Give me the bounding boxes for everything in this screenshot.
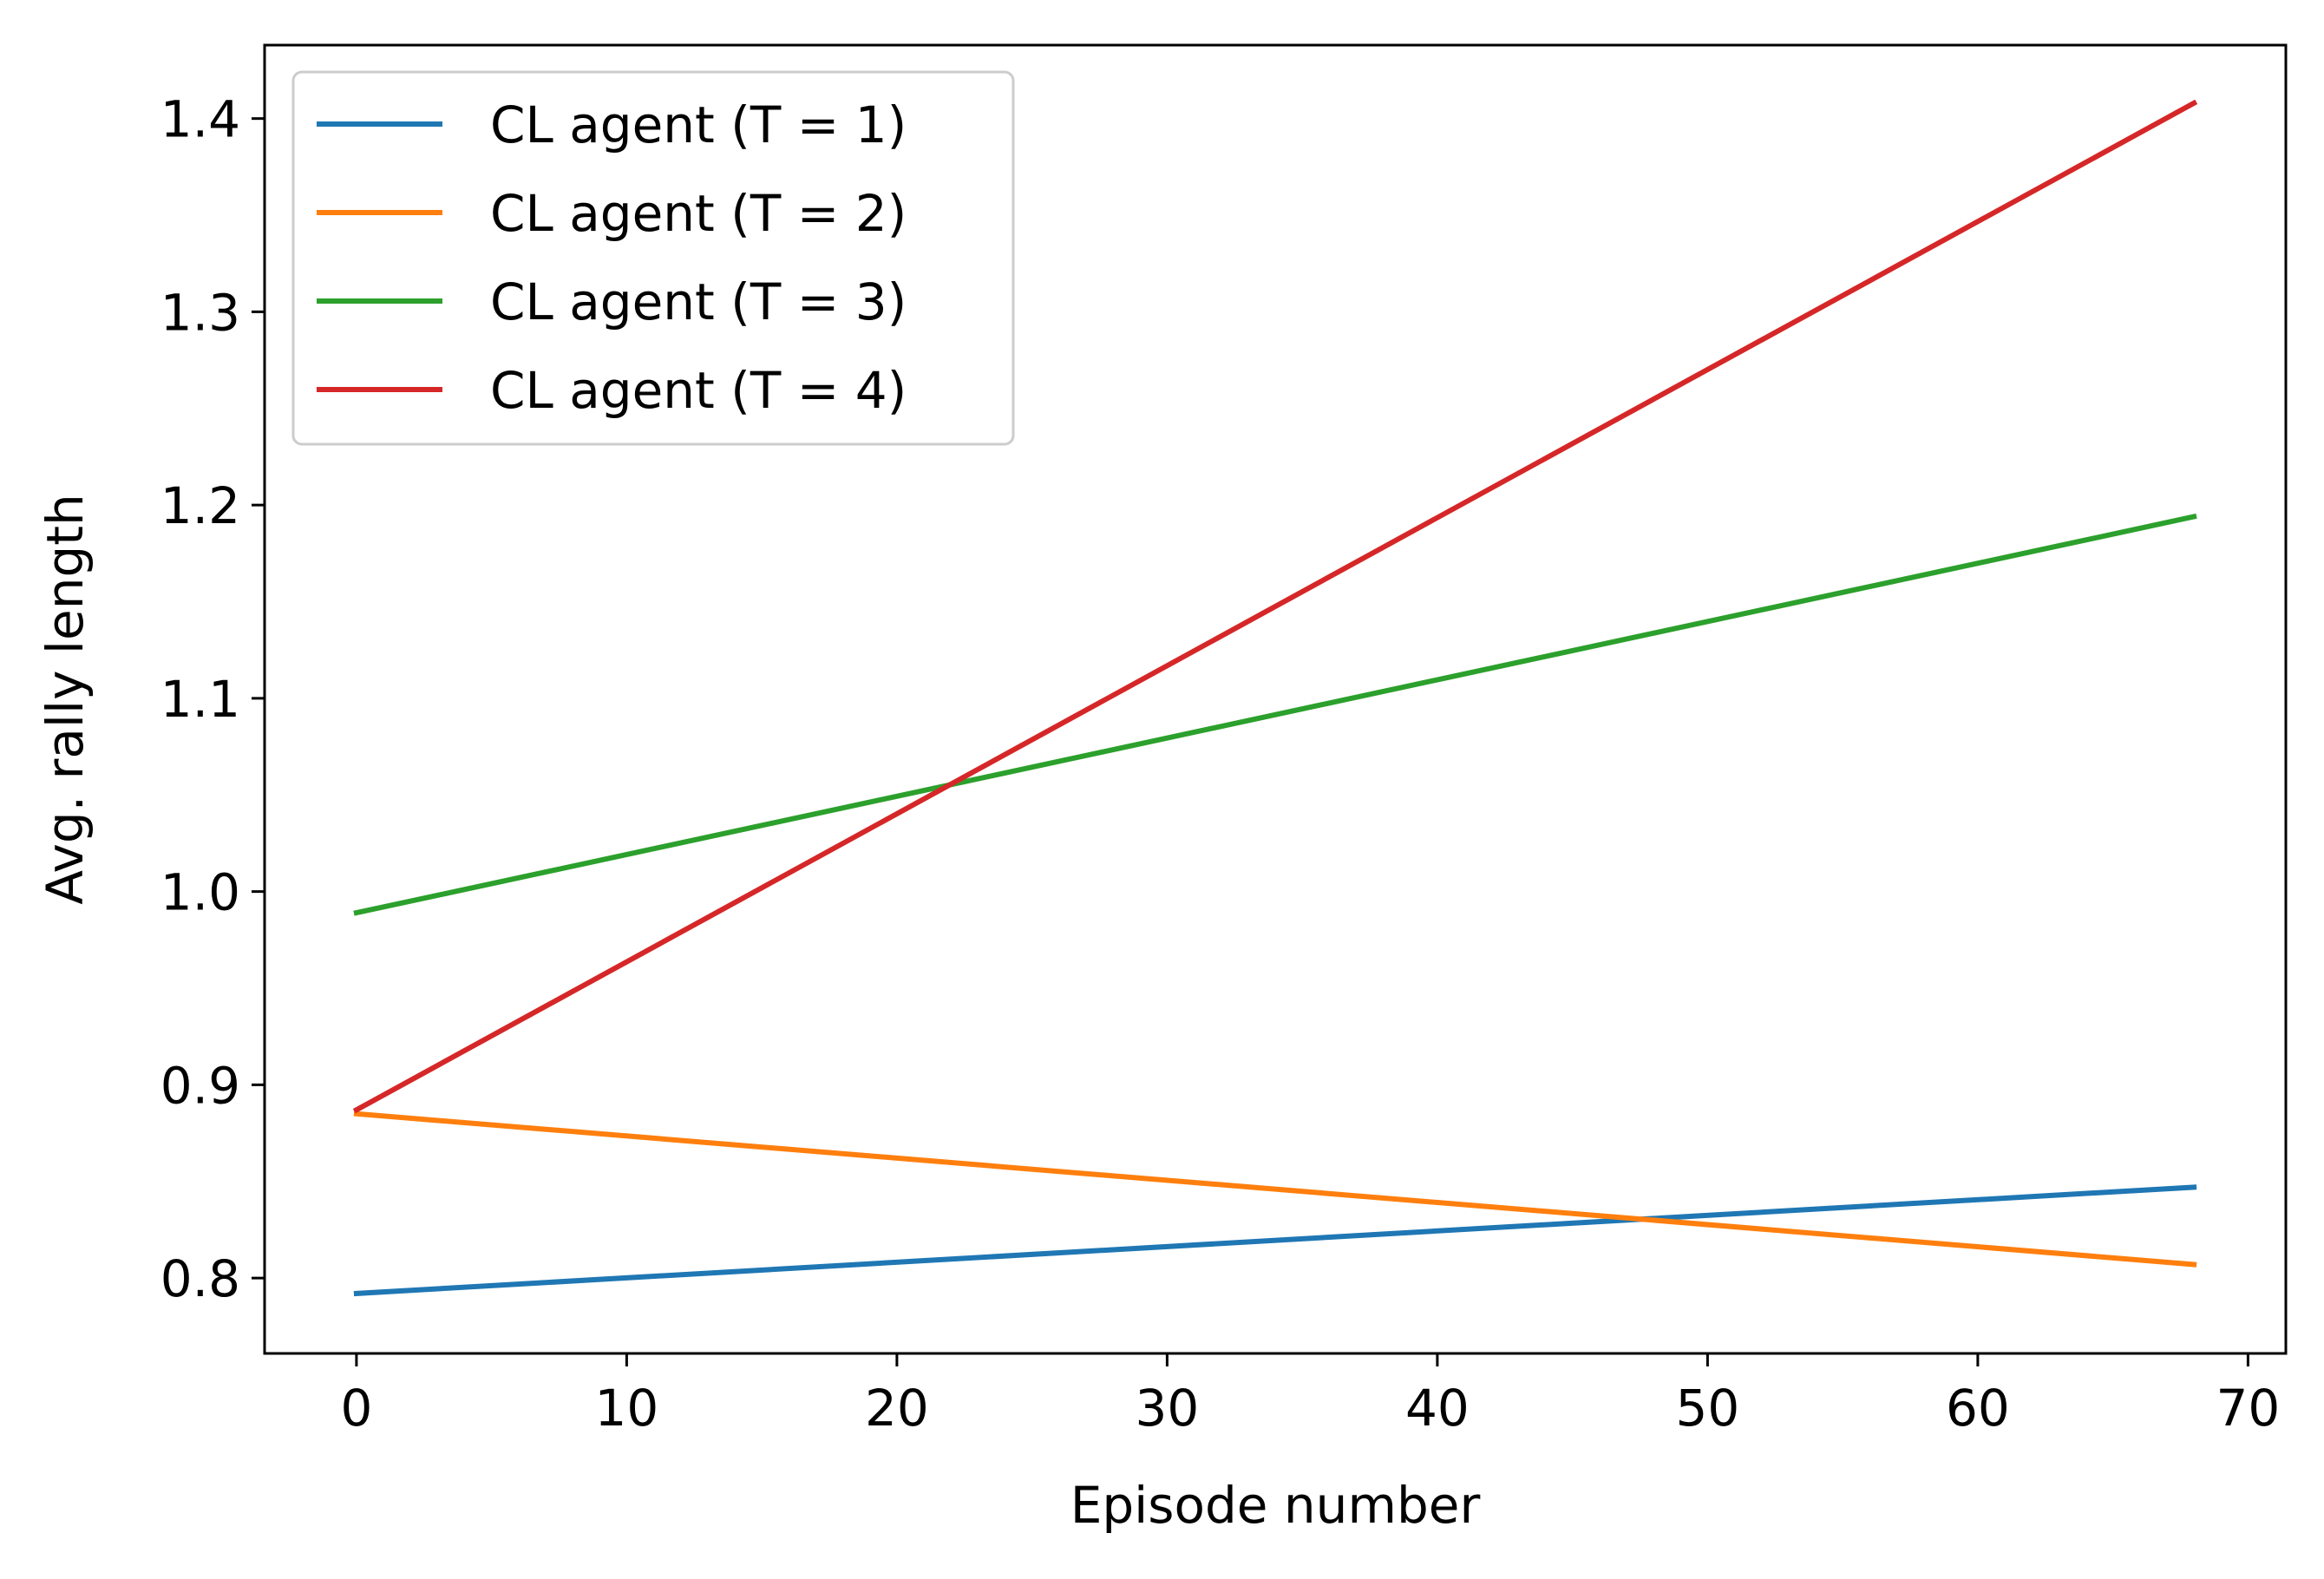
x-tick-label: 70 xyxy=(2216,1379,2280,1438)
y-tick-label: 1.2 xyxy=(160,476,240,535)
x-tick-label: 30 xyxy=(1135,1379,1199,1438)
y-axis-ticks: 0.8 0.9 1.0 1.1 1.2 1.3 1.4 xyxy=(160,90,265,1308)
series-layer xyxy=(352,99,2198,1297)
legend-label: CL agent (T = 1) xyxy=(490,95,907,154)
series-line-1 xyxy=(353,1184,2197,1297)
y-tick-label: 1.0 xyxy=(160,863,240,922)
y-axis-label: Avg. rally length xyxy=(36,494,95,905)
x-tick-label: 60 xyxy=(1946,1379,2010,1438)
legend-label: CL agent (T = 4) xyxy=(490,361,907,420)
y-tick-label: 1.3 xyxy=(160,283,240,342)
series-line-2 xyxy=(353,1111,2197,1268)
y-tick-label: 0.8 xyxy=(160,1249,240,1308)
x-tick-label: 20 xyxy=(865,1379,929,1438)
x-tick-label: 40 xyxy=(1405,1379,1470,1438)
x-tick-label: 50 xyxy=(1675,1379,1739,1438)
legend-items: CL agent (T = 1) CL agent (T = 2) CL agent… xyxy=(317,95,907,420)
x-tick-label: 0 xyxy=(340,1379,372,1438)
y-tick-label: 1.4 xyxy=(160,90,240,149)
x-tick-label: 10 xyxy=(595,1379,659,1438)
y-tick-label: 0.9 xyxy=(160,1056,240,1115)
series-line-4 xyxy=(352,99,2198,1114)
series-line-3 xyxy=(353,513,2197,916)
legend-label: CL agent (T = 2) xyxy=(490,184,907,243)
legend-label: CL agent (T = 3) xyxy=(490,272,907,331)
x-axis-ticks: 0 10 20 30 40 50 60 70 xyxy=(340,1353,2280,1438)
y-tick-label: 1.1 xyxy=(160,670,240,729)
x-axis-label: Episode number xyxy=(1070,1476,1481,1535)
legend: CL agent (T = 1) CL agent (T = 2) CL agent… xyxy=(291,70,1015,446)
legend-box xyxy=(291,70,1015,446)
